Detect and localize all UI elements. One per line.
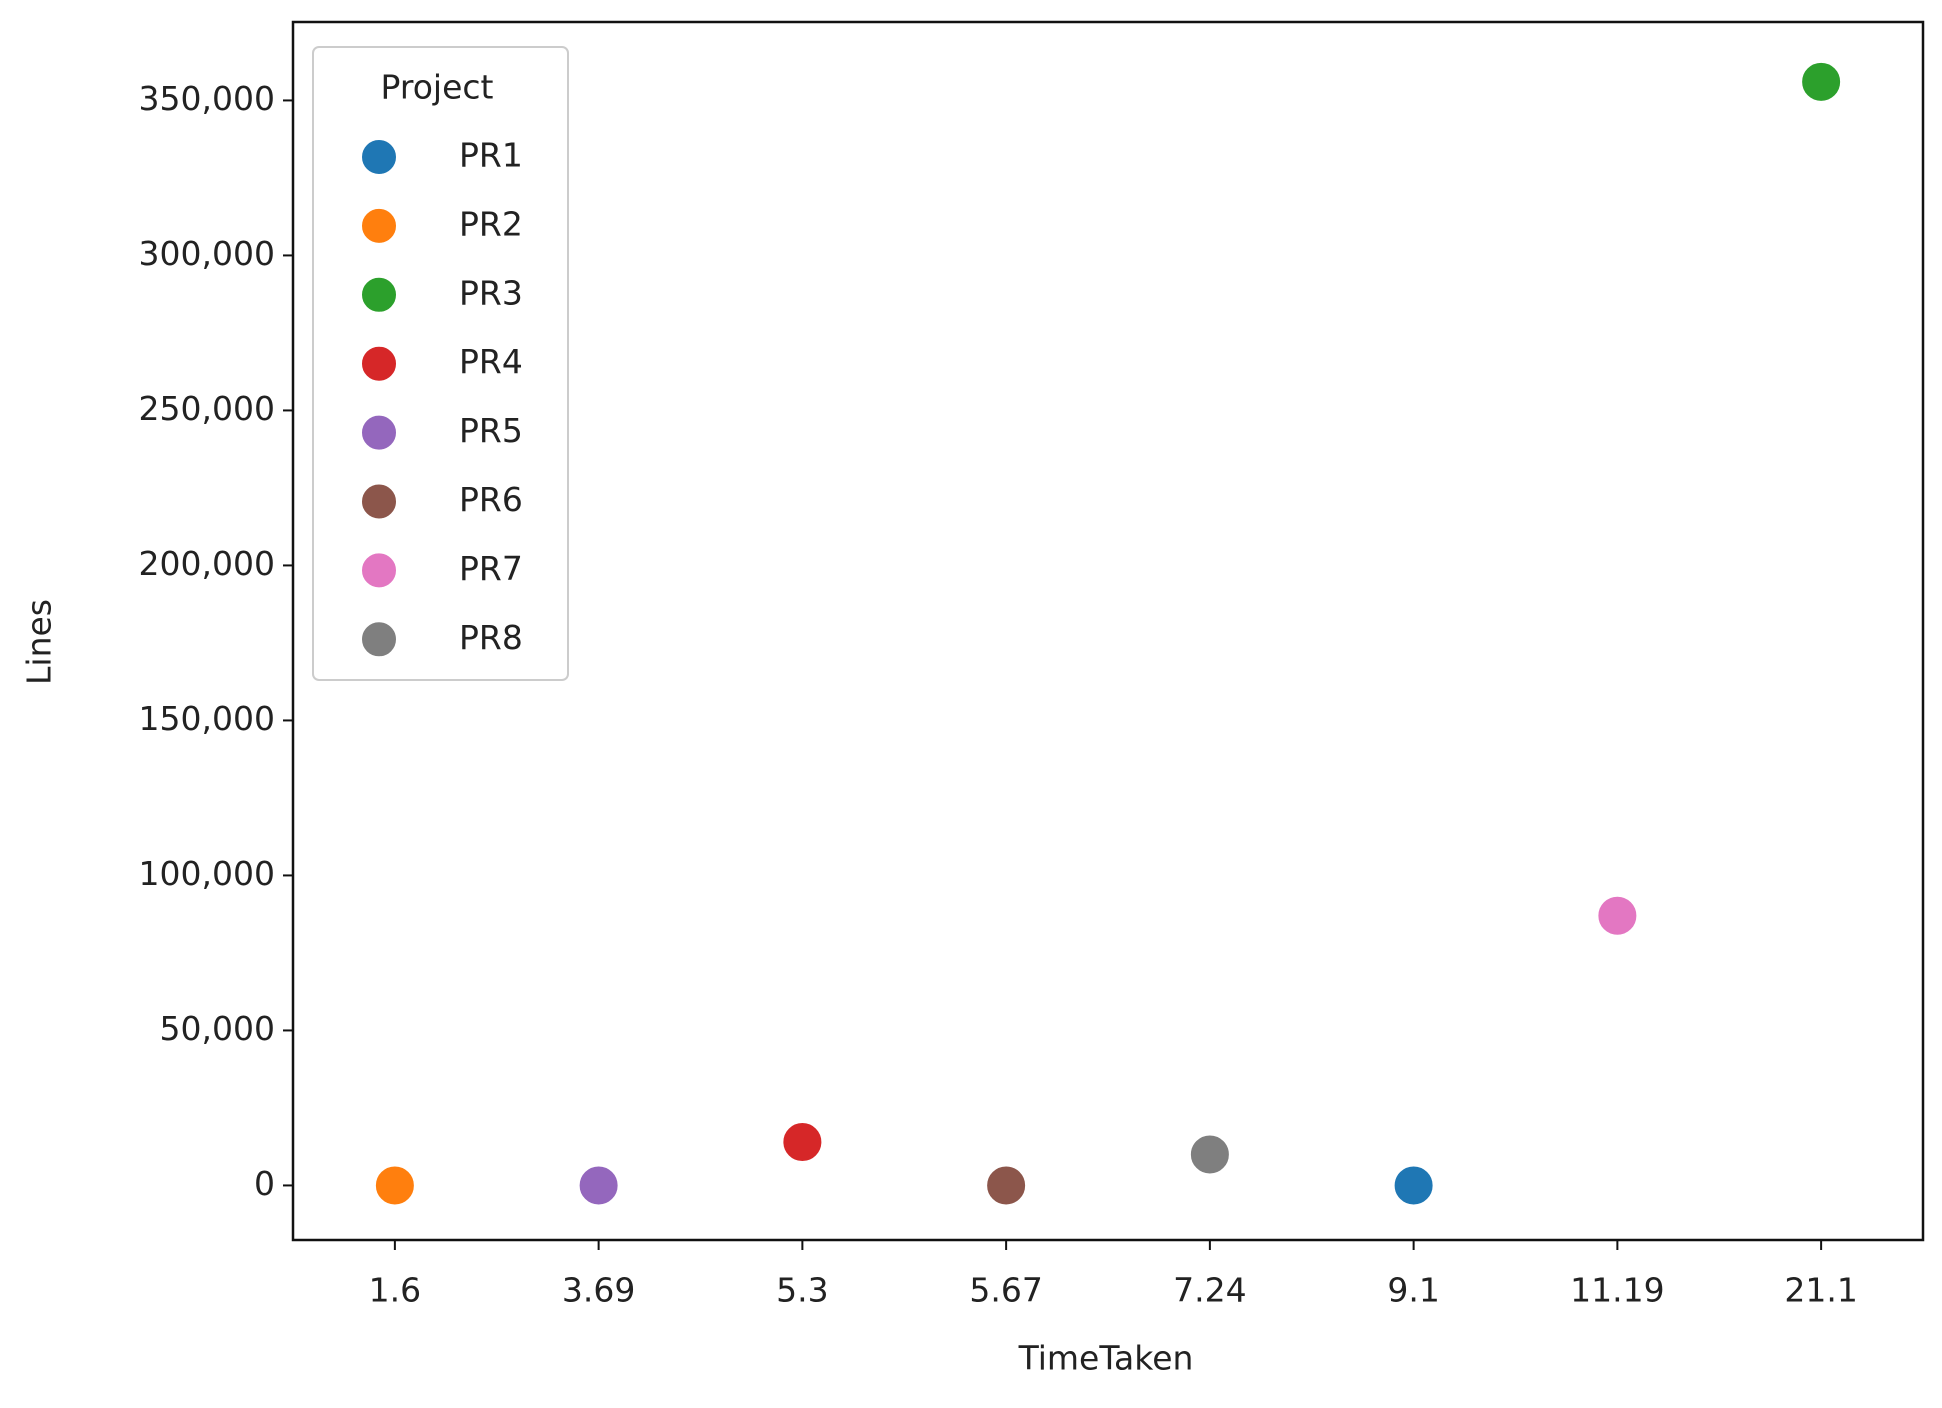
legend-label: PR5 [459,411,523,450]
point [1596,894,1639,937]
point [577,1164,620,1207]
legend-label: PR6 [459,480,523,519]
x-tick-label: 1.6 [369,1271,421,1310]
legend-marker [360,206,398,245]
legend-box [312,46,569,681]
x-axis-label: TimeTaken [1018,1339,1194,1378]
y-tick-label: 300,000 [139,234,275,273]
point [373,1164,416,1207]
legend-title: Project [381,68,494,107]
legend-marker [360,482,398,521]
point [985,1164,1028,1207]
legend-marker [360,620,398,659]
legend-label: PR7 [459,549,523,588]
y-axis-label: Lines [20,599,59,685]
point [1800,60,1843,103]
y-tick-label: 100,000 [139,854,275,893]
x-tick-label: 5.3 [776,1271,828,1310]
legend-label: PR3 [459,273,523,312]
legend-marker [360,275,398,314]
plot-frame [291,20,1925,1242]
x-tick-label: 3.69 [562,1271,635,1310]
x-tick-label: 21.1 [1784,1271,1857,1310]
legend-marker [360,551,398,590]
legend-marker [360,413,398,452]
y-tick-label: 150,000 [139,699,275,738]
point [781,1121,824,1164]
x-tick-label: 5.67 [969,1271,1042,1310]
point [1392,1164,1435,1207]
legend-label: PR8 [459,618,523,657]
legend-label: PR4 [459,342,523,381]
y-tick-label: 200,000 [139,544,275,583]
y-tick-label: 250,000 [139,389,275,428]
x-tick-label: 7.24 [1173,1271,1246,1310]
legend-marker [360,344,398,383]
legend-marker [360,138,398,176]
x-tick-label: 9.1 [1387,1271,1439,1310]
y-tick-label: 50,000 [160,1009,275,1048]
x-tick-label: 11.19 [1570,1271,1664,1310]
point [1188,1133,1231,1176]
legend-label: PR1 [459,136,523,175]
y-tick-label: 350,000 [139,79,275,118]
y-tick-label: 0 [254,1164,275,1203]
legend-label: PR2 [459,204,523,243]
